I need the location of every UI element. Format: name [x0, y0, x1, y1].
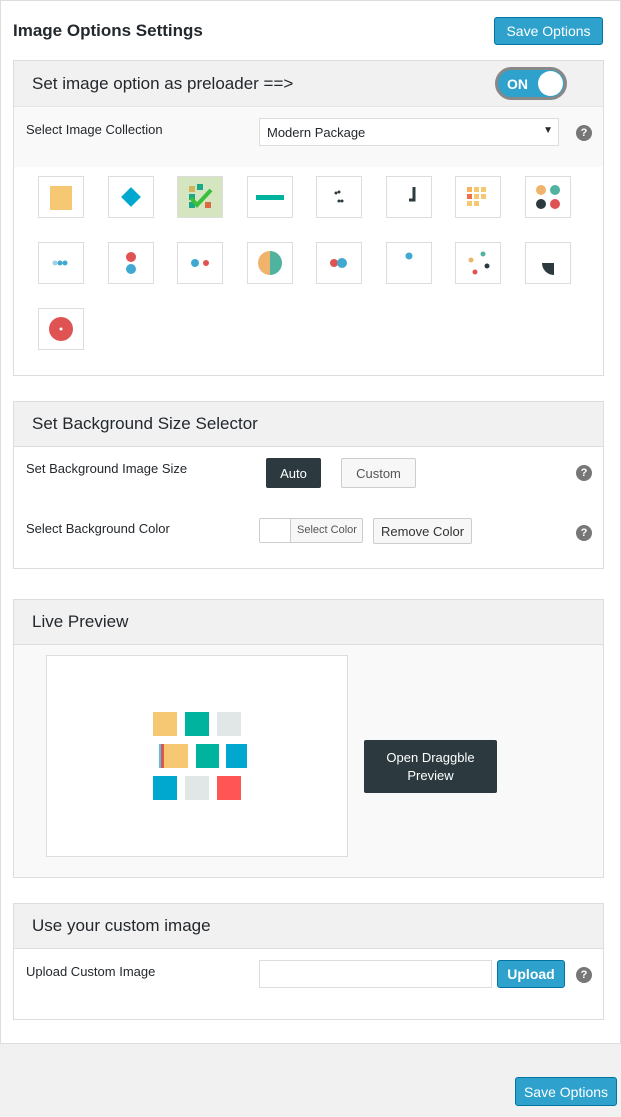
toggle-knob [538, 71, 563, 96]
two-dots-loader-icon [191, 259, 209, 267]
loader-option-corner-loader[interactable] [385, 176, 432, 218]
collection-value: Modern Package [267, 125, 366, 140]
preview-panel: Live Preview Open Draggble Preview [13, 599, 604, 878]
collection-label: Select Image Collection [26, 122, 163, 137]
loader-option-spinner-dots-loader[interactable] [455, 242, 501, 284]
loader-option-diamond-loader[interactable] [107, 176, 154, 218]
four-dots-loader-icon [535, 185, 560, 209]
toggle-label: ON [507, 76, 528, 92]
upload-button[interactable]: Upload [497, 960, 565, 988]
vertical-dots-loader-icon [125, 252, 136, 274]
custom-image-url-input[interactable] [259, 960, 492, 988]
loader-option-dots-scatter-loader[interactable] [316, 176, 362, 218]
save-options-button-bottom[interactable]: Save Options [515, 1077, 617, 1106]
preloader-toggle[interactable]: ON [495, 67, 567, 100]
single-dot-loader-icon [405, 252, 412, 260]
three-dots-loader-icon [52, 260, 68, 266]
loader-option-two-dots-loader[interactable] [177, 242, 223, 284]
diamond-loader-icon [120, 187, 141, 207]
help-icon[interactable]: ? [576, 125, 592, 141]
half-circle-loader-icon [257, 251, 282, 275]
custom-button[interactable]: Custom [341, 458, 416, 488]
bouncing-dots-loader-icon [330, 258, 347, 268]
loader-option-three-dots-loader[interactable] [38, 242, 84, 284]
remove-color-button[interactable]: Remove Color [373, 518, 472, 544]
page-title: Image Options Settings [13, 21, 203, 40]
grid-loader-selected-icon [189, 184, 213, 208]
help-icon[interactable]: ? [576, 525, 592, 541]
auto-button[interactable]: Auto [266, 458, 321, 488]
color-swatch [260, 519, 291, 542]
background-heading: Set Background Size Selector [14, 402, 603, 447]
loader-option-bouncing-dots-loader[interactable] [316, 242, 362, 284]
preview-heading: Live Preview [14, 600, 603, 645]
settings-container: Image Options Settings Save Options Set … [0, 0, 621, 1044]
select-color-label: Select Color [297, 524, 357, 536]
preloader-preview-icon [153, 712, 247, 800]
loader-option-quarter-circle-loader[interactable] [524, 242, 571, 284]
bar-loader-icon [255, 195, 284, 200]
open-draggable-preview-button[interactable]: Open Draggble Preview [364, 740, 497, 793]
save-options-button-top[interactable]: Save Options [494, 17, 603, 45]
square-loader-icon [50, 186, 72, 210]
loader-option-square-loader[interactable] [38, 176, 84, 218]
color-picker[interactable]: Select Color [259, 518, 363, 543]
size-label: Set Background Image Size [26, 461, 188, 476]
orange-grid-loader-icon [467, 187, 486, 206]
preview-box [46, 655, 348, 857]
loader-option-single-dot-loader[interactable] [385, 242, 432, 284]
loader-option-ring-loader[interactable] [38, 308, 84, 350]
loader-option-bar-loader[interactable] [246, 176, 293, 218]
preloader-panel: Set image option as preloader ==> ON Sel… [13, 60, 604, 376]
custom-image-panel: Use your custom image Upload Custom Imag… [13, 903, 604, 1020]
color-label: Select Background Color [26, 521, 170, 536]
help-icon[interactable]: ? [576, 465, 592, 481]
chevron-down-icon: ▼ [543, 125, 553, 136]
collection-select[interactable]: Modern Package ▼ [259, 118, 559, 146]
loader-option-four-dots-loader[interactable] [524, 176, 571, 218]
upload-label: Upload Custom Image [26, 964, 156, 979]
custom-image-heading: Use your custom image [14, 904, 603, 949]
ring-loader-icon [49, 317, 73, 341]
loader-option-orange-grid-loader[interactable] [455, 176, 501, 218]
corner-loader-icon [408, 187, 415, 202]
spinner-dots-loader-icon [468, 251, 490, 275]
loader-option-vertical-dots-loader[interactable] [107, 242, 154, 284]
help-icon[interactable]: ? [576, 967, 592, 983]
background-panel: Set Background Size Selector Set Backgro… [13, 401, 604, 569]
loader-option-grid-loader-selected[interactable] [177, 176, 223, 218]
loader-option-half-circle-loader[interactable] [246, 242, 293, 284]
collection-row: Select Image Collection Modern Package ▼… [14, 106, 603, 167]
quarter-circle-loader-icon [541, 263, 554, 275]
dots-scatter-loader-icon [334, 190, 344, 203]
